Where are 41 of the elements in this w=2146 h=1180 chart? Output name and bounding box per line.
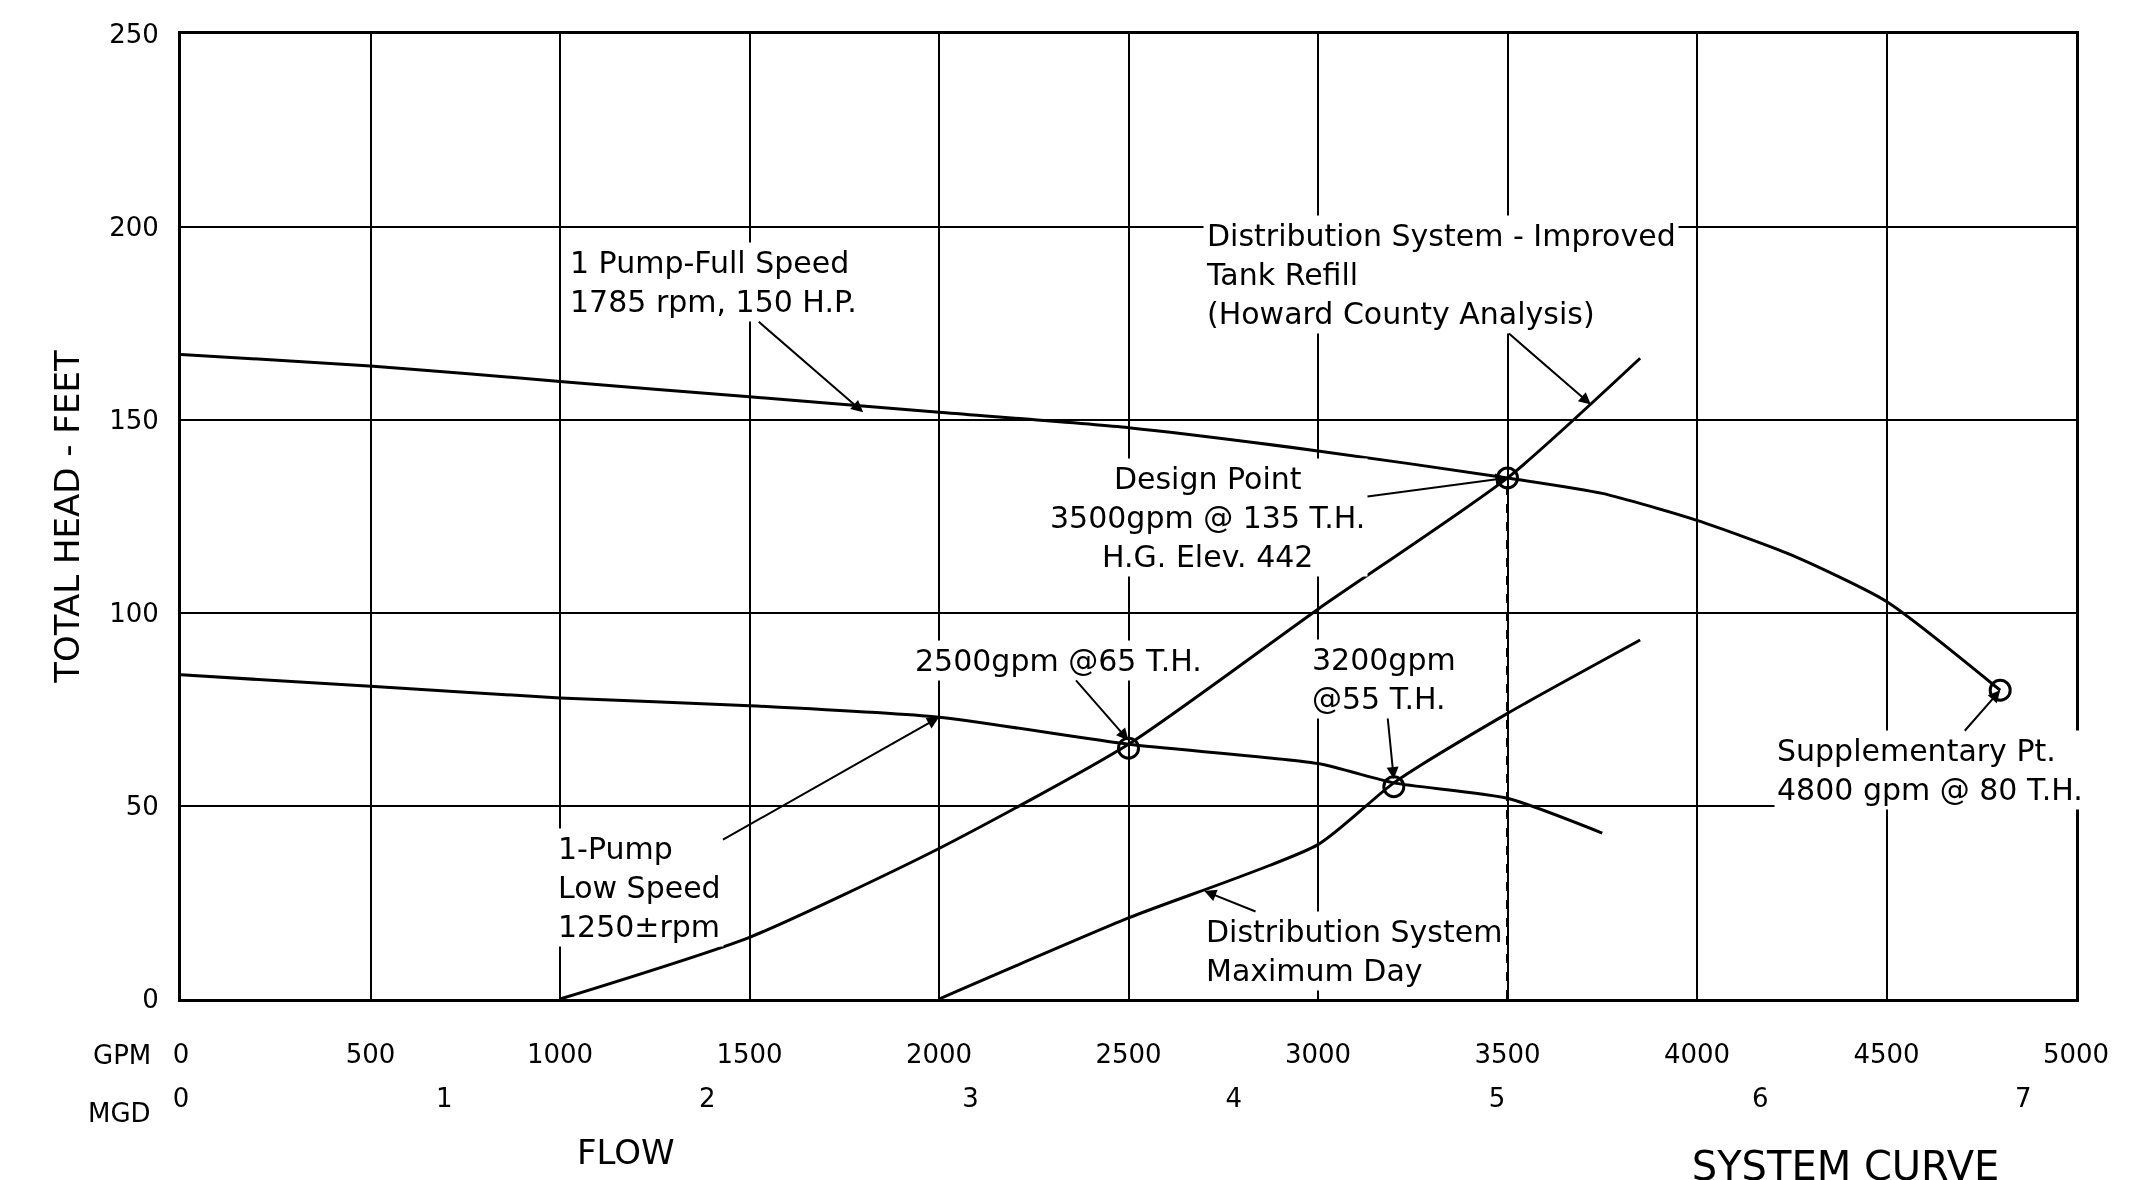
annotation: 1-Pump Low Speed 1250±rpm [558,831,721,944]
y-tick-label: 100 [109,598,159,629]
annotation: Distribution System Maximum Day [1206,914,1503,988]
text: FLOW [577,1132,675,1172]
x2-tick-label: 1 [435,1083,453,1113]
annotation: 1 Pump-Full Speed 1785 rpm, 150 H.P. [570,245,857,319]
x-tick-label: 500 [345,1039,396,1070]
x-tick-label: 4500 [1853,1039,1920,1070]
y-tick-label: 150 [109,405,159,436]
x2-tick-label: 2 [699,1083,716,1113]
y-tick-label: 250 [109,19,159,50]
x-tick-label: 2000 [905,1039,973,1070]
x-tick-label: 1500 [716,1039,783,1070]
annotation: Supplementary Pt. 4800 gpm @ 80 T.H. [1777,733,2083,807]
annotation: Design Point 3500gpm @ 135 T.H. H.G. Elev. 442 [1050,461,1366,574]
annotation: 2500gpm @65 T.H. [915,643,1202,678]
x-tick-label: 2500 [1095,1039,1162,1070]
x2-tick-label: 4 [1225,1083,1243,1113]
x-axis-title: GPM [93,1040,152,1070]
x-tick-label: 0 [172,1039,190,1070]
x2-tick-label: 5 [1488,1083,1506,1113]
y-axis-title: TOTAL HEAD - FEET [46,350,87,684]
x2-tick-label: 0 [172,1083,190,1113]
x-tick-label: 1000 [526,1039,594,1070]
x-tick-label: 4000 [1663,1039,1731,1070]
x-tick-label: 3000 [1284,1039,1352,1070]
x2-tick-label: 3 [962,1083,979,1113]
x2-axis-title: MGD [88,1098,151,1128]
point [1988,678,2012,702]
y-tick-label: 50 [125,791,159,822]
annotation: Distribution System - Improved Tank Refill (Howard County Analysis) [1206,218,1676,331]
point [1382,775,1406,799]
y-tick-label: 200 [109,212,159,243]
text: SYSTEM CURVE [1691,1143,2000,1180]
x-tick-label: 3500 [1474,1039,1541,1070]
y-tick-label: 0 [142,984,159,1015]
annotation: 3200gpm @55 T.H. [1312,642,1456,716]
point [1117,736,1140,760]
x2-tick-label: 6 [1751,1083,1769,1113]
x2-tick-label: 7 [2015,1083,2032,1113]
x-tick-label: 5000 [2042,1039,2110,1070]
